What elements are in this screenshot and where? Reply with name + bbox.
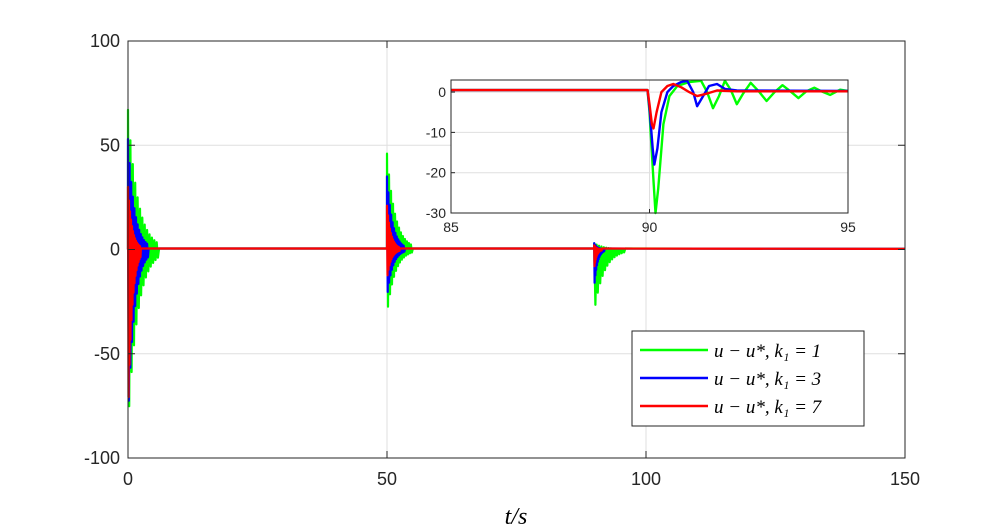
legend-label: u − u*, k₁ = 7: [714, 397, 823, 418]
inset-y-tick-label: -30: [426, 205, 446, 221]
inset-y-tick-label: -10: [426, 124, 446, 140]
y-tick-label: -50: [94, 344, 120, 364]
main-ticks: [127, 40, 906, 459]
y-tick-label: 50: [100, 135, 120, 155]
inset-series-line: [451, 79, 849, 166]
x-axis-label: t/s: [505, 504, 528, 530]
y-tick-label: -100: [84, 448, 120, 468]
inset-tick-labels: 85 90 95 -30 -20 -10 0: [426, 84, 856, 235]
legend: u − u*, k₁ = 1 u − u*, k₁ = 3 u − u*, k₁ =…: [631, 330, 865, 427]
series-line: [126, 185, 906, 399]
inset-series-line: [451, 82, 848, 130]
x-tick-label: 0: [123, 469, 133, 489]
legend-label: u − u*, k₁ = 1: [714, 341, 821, 362]
inset-x-tick-label: 95: [840, 219, 856, 235]
x-tick-label: 50: [377, 469, 397, 489]
inset-ticks: [450, 91, 849, 214]
inset-y-tick-label: -20: [426, 165, 446, 181]
x-tick-label: 100: [631, 469, 661, 489]
y-tick-label: 0: [110, 240, 120, 260]
legend-items: u − u*, k₁ = 1 u − u*, k₁ = 3 u − u*, k₁ =…: [640, 341, 823, 418]
x-tick-label: 150: [890, 469, 920, 489]
inset-x-tick-label: 85: [443, 219, 459, 235]
inset-series-group: [451, 79, 849, 215]
main-series-group: [126, 108, 906, 408]
inset-y-tick-label: 0: [438, 84, 446, 100]
legend-label: u − u*, k₁ = 3: [714, 369, 821, 390]
y-tick-label: 100: [90, 31, 120, 51]
inset-x-tick-label: 90: [642, 219, 658, 235]
inset-chart: 85 90 95 -30 -20 -10 0: [426, 79, 856, 235]
